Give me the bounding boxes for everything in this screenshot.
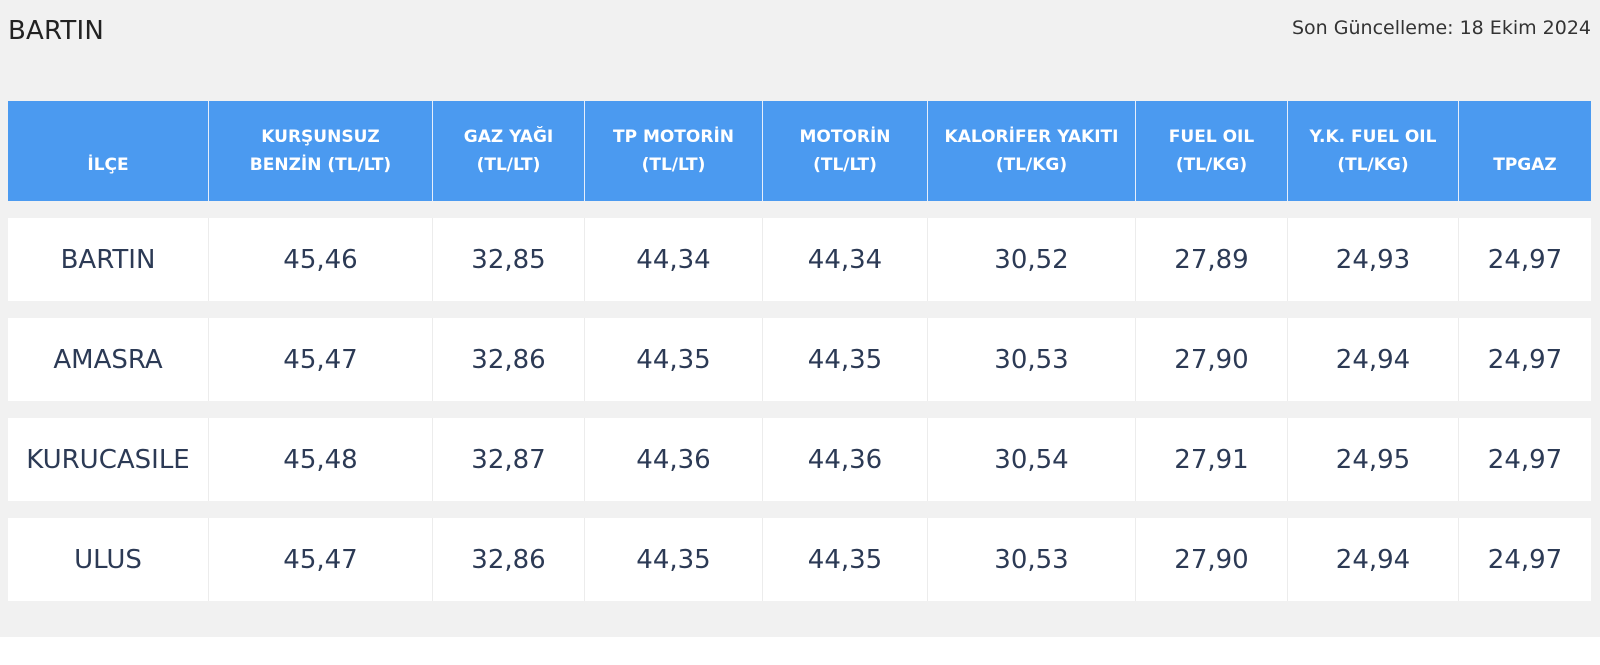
price-cell: 30,54 bbox=[928, 418, 1136, 501]
column-header-hs-fuel-oil[interactable]: Y.K. FUEL OIL (TL/KG) bbox=[1288, 101, 1459, 201]
column-header-tpgaz[interactable]: TPGAZ bbox=[1459, 101, 1591, 201]
fuel-price-table: İLÇE KURŞUNSUZ BENZİN (TL/LT) GAZ YAĞI (… bbox=[8, 101, 1591, 601]
price-cell: 24,97 bbox=[1459, 418, 1591, 501]
table-row: ULUS 45,47 32,86 44,35 44,35 30,53 27,90… bbox=[8, 518, 1591, 601]
price-cell: 45,48 bbox=[209, 418, 433, 501]
price-cell: 32,86 bbox=[433, 318, 585, 401]
table-header-row: İLÇE KURŞUNSUZ BENZİN (TL/LT) GAZ YAĞI (… bbox=[8, 101, 1591, 201]
price-cell: 24,95 bbox=[1288, 418, 1459, 501]
price-cell: 24,97 bbox=[1459, 518, 1591, 601]
price-cell: 24,93 bbox=[1288, 218, 1459, 301]
last-updated-label: Son Güncelleme: 18 Ekim 2024 bbox=[1292, 17, 1591, 39]
price-cell: 30,52 bbox=[928, 218, 1136, 301]
price-cell: 44,36 bbox=[763, 418, 928, 501]
fuel-price-panel: BARTIN Son Güncelleme: 18 Ekim 2024 İLÇE… bbox=[0, 0, 1600, 637]
price-cell: 44,34 bbox=[585, 218, 763, 301]
price-cell: 44,35 bbox=[763, 518, 928, 601]
district-cell: AMASRA bbox=[8, 318, 209, 401]
district-cell: KURUCASILE bbox=[8, 418, 209, 501]
column-header-district[interactable]: İLÇE bbox=[8, 101, 209, 201]
row-spacer bbox=[8, 501, 1591, 518]
district-cell: ULUS bbox=[8, 518, 209, 601]
table-row: AMASRA 45,47 32,86 44,35 44,35 30,53 27,… bbox=[8, 318, 1591, 401]
price-cell: 44,35 bbox=[585, 518, 763, 601]
price-cell: 44,34 bbox=[763, 218, 928, 301]
table-row: BARTIN 45,46 32,85 44,34 44,34 30,52 27,… bbox=[8, 218, 1591, 301]
price-cell: 24,94 bbox=[1288, 518, 1459, 601]
price-cell: 45,47 bbox=[209, 318, 433, 401]
price-cell: 24,97 bbox=[1459, 218, 1591, 301]
price-cell: 45,47 bbox=[209, 518, 433, 601]
column-header-unleaded-gasoline[interactable]: KURŞUNSUZ BENZİN (TL/LT) bbox=[209, 101, 433, 201]
price-cell: 27,90 bbox=[1136, 518, 1288, 601]
district-cell: BARTIN bbox=[8, 218, 209, 301]
price-cell: 27,90 bbox=[1136, 318, 1288, 401]
column-header-heating-fuel[interactable]: KALORİFER YAKITI (TL/KG) bbox=[928, 101, 1136, 201]
price-cell: 32,85 bbox=[433, 218, 585, 301]
row-spacer bbox=[8, 301, 1591, 318]
price-cell: 45,46 bbox=[209, 218, 433, 301]
price-cell: 27,89 bbox=[1136, 218, 1288, 301]
column-header-fuel-oil[interactable]: FUEL OIL (TL/KG) bbox=[1136, 101, 1288, 201]
price-cell: 44,35 bbox=[763, 318, 928, 401]
price-cell: 44,36 bbox=[585, 418, 763, 501]
page-title: BARTIN bbox=[8, 16, 104, 46]
table-row: KURUCASILE 45,48 32,87 44,36 44,36 30,54… bbox=[8, 418, 1591, 501]
price-cell: 30,53 bbox=[928, 518, 1136, 601]
price-cell: 27,91 bbox=[1136, 418, 1288, 501]
column-header-tp-diesel[interactable]: TP MOTORİN (TL/LT) bbox=[585, 101, 763, 201]
price-cell: 24,94 bbox=[1288, 318, 1459, 401]
row-spacer bbox=[8, 201, 1591, 218]
column-header-diesel[interactable]: MOTORİN (TL/LT) bbox=[763, 101, 928, 201]
price-cell: 32,86 bbox=[433, 518, 585, 601]
column-header-kerosene[interactable]: GAZ YAĞI (TL/LT) bbox=[433, 101, 585, 201]
price-cell: 24,97 bbox=[1459, 318, 1591, 401]
price-cell: 30,53 bbox=[928, 318, 1136, 401]
price-cell: 44,35 bbox=[585, 318, 763, 401]
price-cell: 32,87 bbox=[433, 418, 585, 501]
row-spacer bbox=[8, 401, 1591, 418]
